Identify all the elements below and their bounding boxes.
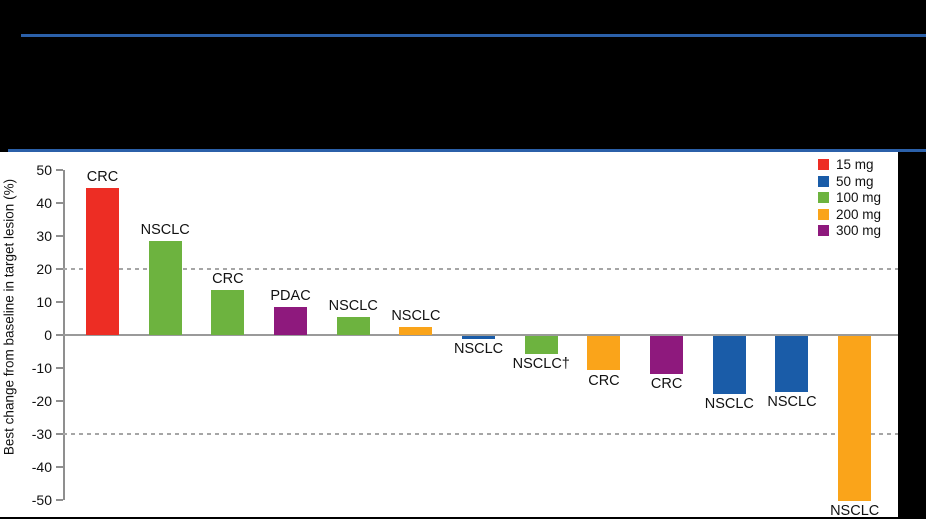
reference-line xyxy=(63,433,898,435)
legend-item: 100 mg xyxy=(818,190,882,205)
bar-label: NSCLC xyxy=(767,394,817,411)
bar-label: NSCLC xyxy=(454,341,504,358)
legend-label: 15 mg xyxy=(836,157,874,172)
y-axis-tick xyxy=(56,499,63,501)
bar xyxy=(211,290,245,335)
y-axis-tick xyxy=(56,367,63,369)
bar-label: CRC xyxy=(86,169,119,186)
y-axis-tick xyxy=(56,202,63,204)
bar xyxy=(86,188,119,335)
y-axis-tick xyxy=(56,268,63,270)
y-axis-title: Best change from baseline in target lesi… xyxy=(1,178,17,456)
legend-item: 300 mg xyxy=(818,223,882,238)
bar xyxy=(587,335,621,371)
y-axis-tick-label: -50 xyxy=(31,492,52,508)
y-axis-tick xyxy=(56,400,63,402)
legend-swatch xyxy=(818,192,829,203)
legend-label: 300 mg xyxy=(836,223,882,238)
bar-label: CRC xyxy=(650,375,683,392)
y-axis-tick-label: -20 xyxy=(31,393,52,409)
y-axis-tick xyxy=(56,433,63,435)
y-axis-tick xyxy=(56,235,63,237)
bar xyxy=(148,240,182,335)
y-axis-tick-label: 40 xyxy=(36,195,52,211)
legend-label: 50 mg xyxy=(836,173,874,189)
y-axis-tick-label: -30 xyxy=(31,426,52,442)
y-axis-tick-label: 20 xyxy=(36,261,52,277)
y-axis-tick xyxy=(56,301,63,303)
legend-swatch xyxy=(818,225,829,236)
y-axis-tick-label: 30 xyxy=(36,228,52,244)
bar xyxy=(712,335,746,394)
legend-label: 100 mg xyxy=(836,190,882,205)
bar-label: CRC xyxy=(212,271,244,288)
y-axis-tick-label: -10 xyxy=(31,360,52,376)
bar-label: CRC xyxy=(588,372,620,389)
y-axis-tick-label: 50 xyxy=(36,162,52,178)
bar-label: NSCLC xyxy=(328,297,378,314)
legend-item: 50 mg xyxy=(818,173,881,189)
bar-label: NSCLC xyxy=(140,221,190,238)
waterfall-plot: 50 40 30 20 10 0 -10 -20 -30 -40 -50 CRC NSCLC CRC PDA… xyxy=(0,152,898,519)
y-axis-tick xyxy=(56,466,63,468)
bar xyxy=(838,335,872,501)
header-divider-bottom xyxy=(8,149,926,152)
bar xyxy=(775,335,809,392)
bar-label: NSCLC xyxy=(830,503,880,519)
bar-label: PDAC xyxy=(270,287,311,304)
bar xyxy=(650,335,684,374)
y-axis-tick xyxy=(56,169,63,171)
bar xyxy=(336,316,370,335)
legend-swatch xyxy=(818,208,829,220)
bar xyxy=(462,335,496,340)
legend-swatch xyxy=(818,159,829,170)
bar-label: NSCLC xyxy=(391,307,441,324)
bar xyxy=(524,335,558,354)
legend-item: 200 mg xyxy=(818,206,882,222)
reference-line xyxy=(63,268,898,270)
y-axis-tick-label: -40 xyxy=(31,459,52,475)
legend-swatch xyxy=(818,175,829,187)
header-divider-top xyxy=(21,34,926,37)
bar xyxy=(274,306,308,335)
y-axis-tick-label: 10 xyxy=(36,294,52,310)
bar-label: NSCLC† xyxy=(512,356,570,373)
legend: 15 mg 50 mg 100 mg 200 mg 300 mg xyxy=(818,157,882,242)
zero-baseline xyxy=(63,334,898,336)
y-axis-tick-label: 0 xyxy=(44,327,52,343)
legend-label: 200 mg xyxy=(836,206,882,222)
bar xyxy=(399,326,433,335)
y-axis-tick xyxy=(56,334,63,336)
bar-label: NSCLC xyxy=(704,395,754,412)
chart-panel: 50 40 30 20 10 0 -10 -20 -30 -40 -50 CRC NSCLC CRC PDA… xyxy=(0,152,898,519)
legend-item: 15 mg xyxy=(818,157,881,172)
